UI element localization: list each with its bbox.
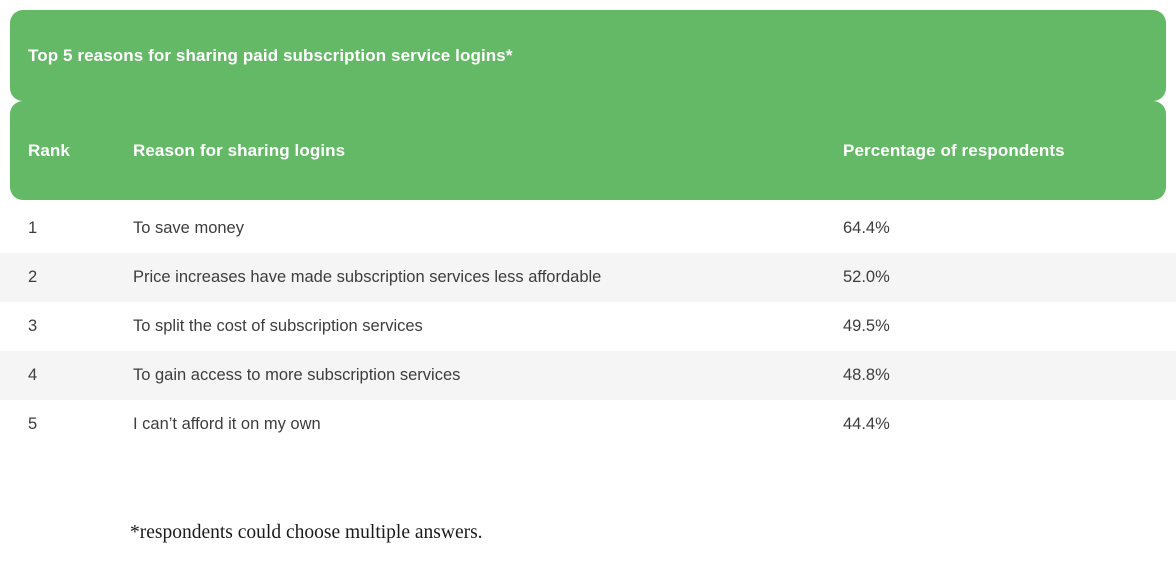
reason-cell: To gain access to more subscription serv…	[133, 366, 461, 384]
table-row: 3 To split the cost of subscription serv…	[0, 302, 1176, 351]
rank-cell: 3	[28, 317, 38, 335]
table-title: Top 5 reasons for sharing paid subscript…	[28, 45, 513, 65]
percentage-cell: 44.4%	[843, 415, 890, 433]
reason-cell: I can’t afford it on my own	[133, 415, 321, 433]
reason-cell: Price increases have made subscription s…	[133, 268, 602, 286]
table-header-row: Rank Reason for sharing logins Percentag…	[10, 101, 1166, 200]
percentage-cell: 49.5%	[843, 317, 890, 335]
rank-cell: 5	[28, 415, 38, 433]
percentage-cell: 64.4%	[843, 219, 890, 237]
percentage-cell: 52.0%	[843, 268, 890, 286]
column-header-reason: Reason for sharing logins	[133, 140, 346, 160]
column-header-rank: Rank	[28, 140, 70, 160]
table-title-bar: Top 5 reasons for sharing paid subscript…	[10, 10, 1166, 101]
table-row: 5 I can’t afford it on my own 44.4%	[0, 400, 1176, 449]
reason-cell: To save money	[133, 219, 244, 237]
table-row: 1 To save money 64.4%	[0, 204, 1176, 253]
table-footnote: *respondents could choose multiple answe…	[130, 522, 483, 543]
rank-cell: 2	[28, 268, 38, 286]
reason-cell: To split the cost of subscription servic…	[133, 317, 423, 335]
rank-cell: 1	[28, 219, 38, 237]
percentage-cell: 48.8%	[843, 366, 890, 384]
table-body: 1 To save money 64.4% 2 Price increases …	[0, 204, 1176, 449]
table-row: 2 Price increases have made subscription…	[0, 253, 1176, 302]
rank-cell: 4	[28, 366, 38, 384]
table-row: 4 To gain access to more subscription se…	[0, 351, 1176, 400]
column-header-percentage: Percentage of respondents	[843, 140, 1065, 160]
